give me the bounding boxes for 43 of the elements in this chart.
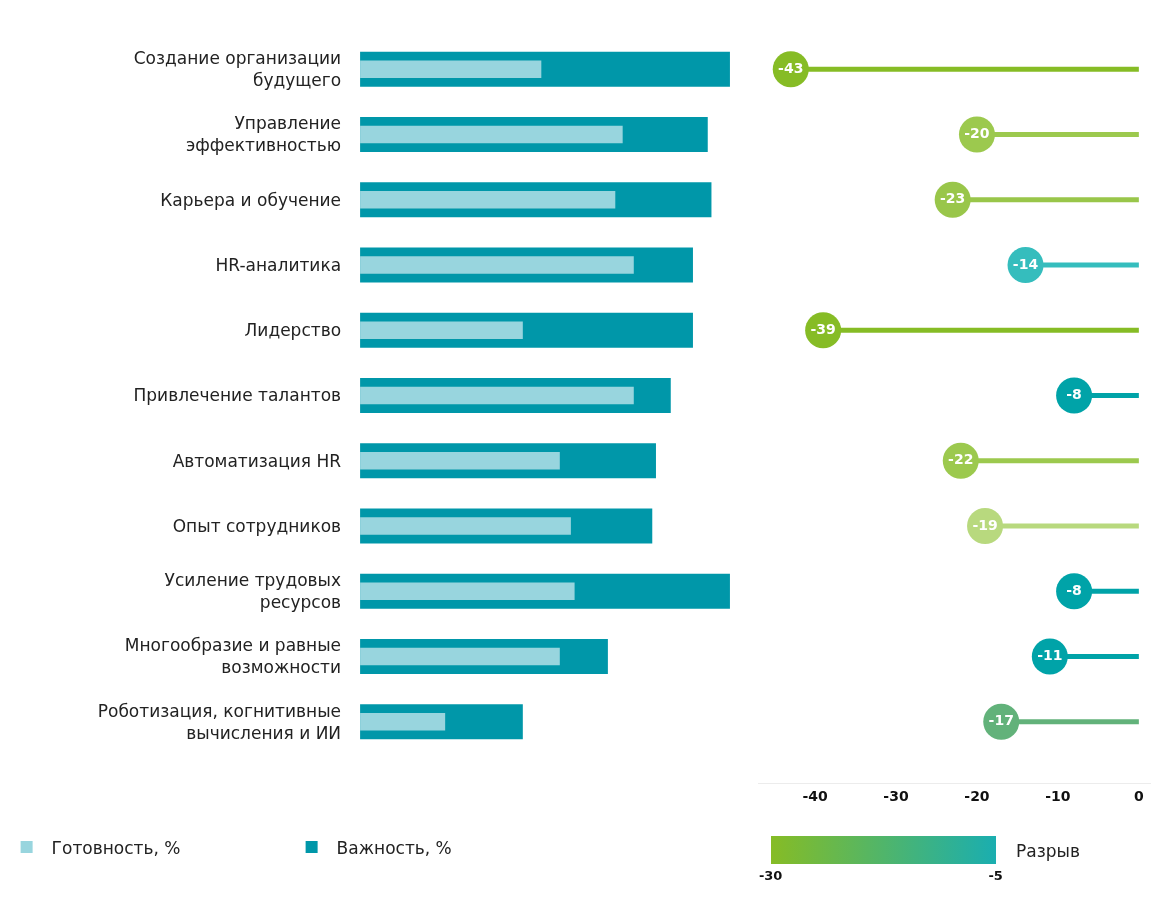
y-tick-label: HR-аналитика	[215, 254, 342, 275]
bar	[360, 582, 575, 601]
y-tick-label: Управление эффективностью	[185, 113, 342, 156]
bar	[360, 256, 634, 274]
data-label: -43	[778, 59, 804, 76]
bar	[360, 517, 571, 535]
bar	[360, 647, 560, 666]
y-tick-label: Опыт сотрудников	[172, 515, 342, 536]
data-label: -19	[972, 516, 998, 533]
bar	[360, 451, 560, 470]
data-label: -11	[1037, 647, 1063, 663]
bar	[360, 60, 542, 79]
bar	[360, 190, 616, 209]
data-label: -20	[964, 125, 990, 141]
y-tick-label: Лидерство	[244, 320, 342, 341]
x-tick-label: -30	[883, 787, 909, 804]
color-bar-label: -30	[758, 868, 783, 884]
y-tick-label: Карьера и обучение	[160, 189, 342, 210]
x-tick-label: -20	[964, 787, 990, 804]
data-label: -23	[940, 190, 966, 207]
data-label: -8	[1066, 386, 1082, 402]
data-label: -39	[810, 320, 836, 337]
data-label: -17	[988, 712, 1014, 729]
data-label: -14	[1012, 255, 1039, 272]
bar	[360, 386, 634, 405]
data-label: -22	[948, 451, 974, 468]
x-tick-label: 0	[1133, 787, 1144, 804]
bar	[360, 321, 523, 340]
legend-label: Готовность, %	[51, 837, 181, 858]
y-tick-label: Усиление трудовых ресурсов	[164, 570, 342, 613]
y-tick-label: Привлечение талантов	[133, 385, 342, 406]
bar	[360, 125, 623, 144]
bar	[360, 712, 446, 731]
y-tick-label: Автоматизация HR	[172, 450, 342, 471]
y-tick-label: Роботизация, когнитивные вычисления и ИИ	[97, 700, 342, 743]
y-tick-label: Многообразие и равные возможности	[124, 635, 342, 678]
y-tick-label: Создание организации будущего	[133, 48, 342, 91]
x-tick-label: -40	[802, 787, 828, 804]
legend-label: Важность, %	[336, 837, 452, 858]
data-label: -8	[1066, 581, 1082, 598]
x-tick-label: -10	[1045, 787, 1071, 804]
color-bar-label: -5	[988, 868, 1003, 884]
color-bar-title: Разрыв	[1016, 841, 1080, 861]
